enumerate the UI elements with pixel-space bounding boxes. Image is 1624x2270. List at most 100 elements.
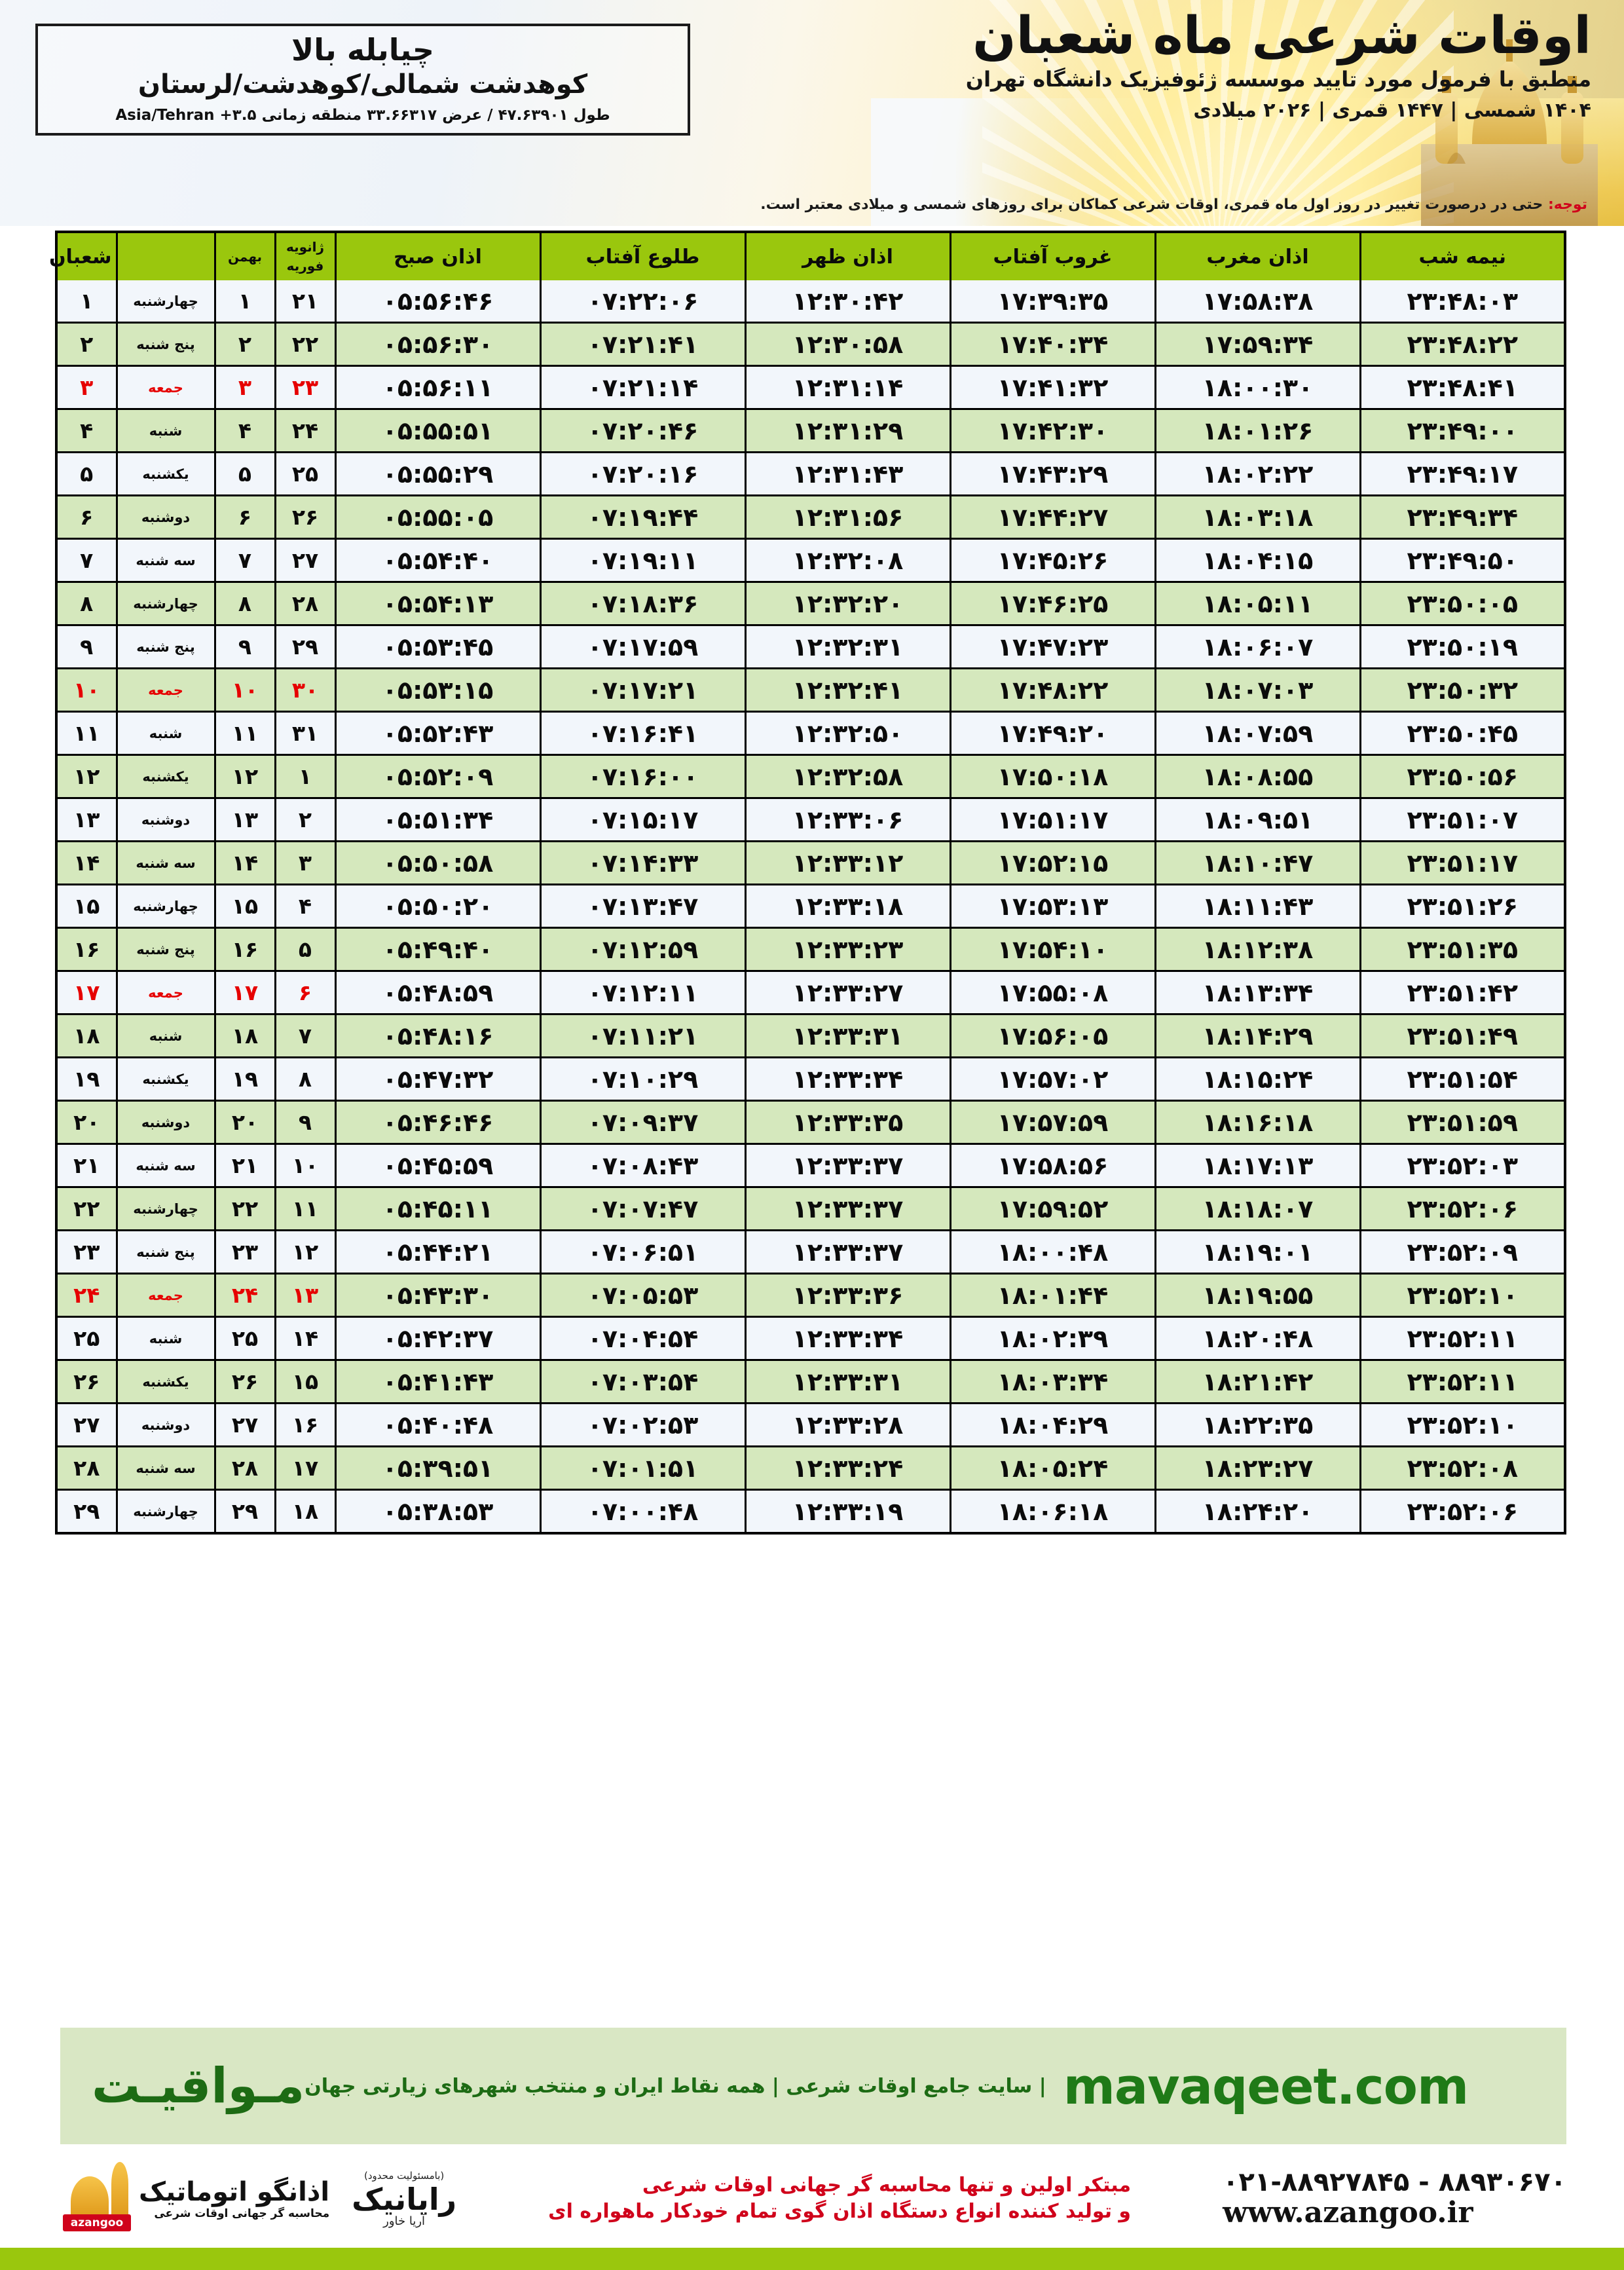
cell-bahman: ۱۷ (213, 970, 275, 1014)
azangoo-dome-icon (71, 2176, 109, 2217)
cell-sunrise: ۰۷:۰۹:۳۷ (539, 1100, 745, 1144)
cell-fajr: ۰۵:۵۳:۴۵ (334, 624, 540, 669)
cell-shaban-day: ۲۱ (56, 1143, 117, 1187)
table-row: ۲۳:۵۲:۱۰ ۱۸:۲۲:۳۵ ۱۸:۰۴:۲۹ ۱۲:۳۳:۲۸ ۰۷:۰۲:۵۳… (56, 1402, 1565, 1447)
cell-gregorian: ۱۱ (274, 1186, 335, 1231)
cell-fajr: ۰۵:۵۳:۱۵ (334, 667, 540, 712)
cell-maghrib: ۱۸:۱۵:۲۴ (1154, 1056, 1360, 1101)
cell-midnight: ۲۳:۵۲:۱۰ (1359, 1402, 1565, 1447)
calendar-years: ۱۴۰۴ شمسی | ۱۴۴۷ قمری | ۲۰۲۶ میلادی (1193, 99, 1591, 122)
cell-dhuhr: ۱۲:۳۱:۱۴ (744, 365, 950, 409)
cell-midnight: ۲۳:۵۲:۱۱ (1359, 1316, 1565, 1360)
cell-sunrise: ۰۷:۱۹:۱۱ (539, 538, 745, 582)
cell-bahman: ۱۹ (213, 1056, 275, 1101)
cell-gregorian: ۹ (274, 1100, 335, 1144)
cell-sunset: ۱۷:۵۷:۵۹ (949, 1100, 1155, 1144)
cell-sunrise: ۰۷:۱۲:۱۱ (539, 970, 745, 1014)
contact-url[interactable]: www.azangoo.ir (1223, 2196, 1473, 2230)
bottom-bar: ۰۲۱-۸۸۹۲۷۸۴۵ - ۸۸۹۳۰۶۷۰ www.azangoo.ir م… (60, 2156, 1566, 2241)
cell-dhuhr: ۱۲:۳۳:۲۳ (744, 927, 950, 971)
cell-sunrise: ۰۷:۰۷:۴۷ (539, 1186, 745, 1231)
cell-weekday: یکشنبه (115, 1056, 215, 1101)
cell-sunset: ۱۷:۴۰:۳۴ (949, 322, 1155, 366)
contact-block: ۰۲۱-۸۸۹۲۷۸۴۵ - ۸۸۹۳۰۶۷۰ www.azangoo.ir (1223, 2168, 1566, 2229)
cell-sunrise: ۰۷:۰۴:۵۴ (539, 1316, 745, 1360)
cell-weekday: دوشنبه (115, 797, 215, 842)
cell-weekday: شنبه (115, 1316, 215, 1360)
cell-dhuhr: ۱۲:۳۲:۵۰ (744, 711, 950, 755)
promo-website[interactable]: mavaqeet.com (1063, 2056, 1469, 2115)
cell-midnight: ۲۳:۵۱:۵۹ (1359, 1100, 1565, 1144)
cell-sunset: ۱۸:۰۰:۴۸ (949, 1229, 1155, 1274)
cell-weekday: سه شنبه (115, 1143, 215, 1187)
cell-bahman: ۲۶ (213, 1359, 275, 1404)
cell-sunset: ۱۷:۵۴:۱۰ (949, 927, 1155, 971)
cell-sunset: ۱۸:۰۲:۳۹ (949, 1316, 1155, 1360)
cell-bahman: ۲۵ (213, 1316, 275, 1360)
table-row: ۲۳:۴۸:۲۲ ۱۷:۵۹:۳۴ ۱۷:۴۰:۳۴ ۱۲:۳۰:۵۸ ۰۷:۲۱:۴۱… (56, 322, 1565, 366)
cell-midnight: ۲۳:۵۲:۱۰ (1359, 1273, 1565, 1317)
cell-shaban-day: ۱۹ (56, 1056, 117, 1101)
cell-maghrib: ۱۸:۰۴:۱۵ (1154, 538, 1360, 582)
cell-sunset: ۱۷:۴۴:۲۷ (949, 494, 1155, 539)
cell-sunset: ۱۷:۴۸:۲۲ (949, 667, 1155, 712)
cell-sunset: ۱۷:۴۱:۳۲ (949, 365, 1155, 409)
table-row: ۲۳:۵۲:۰۸ ۱۸:۲۳:۲۷ ۱۸:۰۵:۲۴ ۱۲:۳۳:۲۴ ۰۷:۰۱:۵۱… (56, 1445, 1565, 1490)
cell-gregorian: ۲۹ (274, 624, 335, 669)
cell-midnight: ۲۳:۵۱:۵۴ (1359, 1056, 1565, 1101)
cell-shaban-day: ۲۶ (56, 1359, 117, 1404)
cell-shaban-day: ۲۳ (56, 1229, 117, 1274)
table-row: ۲۳:۵۱:۵۹ ۱۸:۱۶:۱۸ ۱۷:۵۷:۵۹ ۱۲:۳۳:۳۵ ۰۷:۰۹:۳۷… (56, 1100, 1565, 1144)
cell-weekday: یکشنبه (115, 1359, 215, 1404)
cell-maghrib: ۱۸:۱۹:۵۵ (1154, 1273, 1360, 1317)
cell-shaban-day: ۱ (56, 280, 117, 323)
cell-dhuhr: ۱۲:۳۲:۵۸ (744, 754, 950, 798)
cell-fajr: ۰۵:۵۴:۱۳ (334, 581, 540, 625)
cell-maghrib: ۱۸:۰۵:۱۱ (1154, 581, 1360, 625)
cell-midnight: ۲۳:۵۲:۰۹ (1359, 1229, 1565, 1274)
table-row: ۲۳:۵۲:۰۹ ۱۸:۱۹:۰۱ ۱۸:۰۰:۴۸ ۱۲:۳۳:۳۷ ۰۷:۰۶:۵۱… (56, 1229, 1565, 1274)
cell-weekday: سه شنبه (115, 840, 215, 885)
table-row: ۲۳:۴۹:۳۴ ۱۸:۰۳:۱۸ ۱۷:۴۴:۲۷ ۱۲:۳۱:۵۶ ۰۷:۱۹:۴۴… (56, 494, 1565, 539)
cell-sunrise: ۰۷:۲۰:۱۶ (539, 451, 745, 496)
cell-maghrib: ۱۸:۰۶:۰۷ (1154, 624, 1360, 669)
cell-dhuhr: ۱۲:۳۳:۳۷ (744, 1186, 950, 1231)
cell-midnight: ۲۳:۴۸:۰۳ (1359, 280, 1565, 323)
cell-shaban-day: ۶ (56, 494, 117, 539)
table-row: ۲۳:۵۱:۴۲ ۱۸:۱۳:۳۴ ۱۷:۵۵:۰۸ ۱۲:۳۳:۲۷ ۰۷:۱۲:۱۱… (56, 970, 1565, 1014)
cell-gregorian: ۲۲ (274, 322, 335, 366)
cell-gregorian: ۱۶ (274, 1402, 335, 1447)
cell-midnight: ۲۳:۵۱:۴۲ (1359, 970, 1565, 1014)
cell-gregorian: ۱۰ (274, 1143, 335, 1187)
cell-gregorian: ۲۱ (274, 280, 335, 323)
cell-midnight: ۲۳:۵۲:۰۸ (1359, 1445, 1565, 1490)
cell-fajr: ۰۵:۴۴:۲۱ (334, 1229, 540, 1274)
cell-midnight: ۲۳:۵۱:۴۹ (1359, 1013, 1565, 1058)
cell-maghrib: ۱۸:۰۹:۵۱ (1154, 797, 1360, 842)
azangoo-logo-text: اذانگو اتوماتیک محاسبه گر جهانی اوقات شر… (139, 2177, 330, 2220)
cell-fajr: ۰۵:۴۱:۴۳ (334, 1359, 540, 1404)
cell-midnight: ۲۳:۵۱:۱۷ (1359, 840, 1565, 885)
cell-dhuhr: ۱۲:۳۰:۵۸ (744, 322, 950, 366)
cell-shaban-day: ۴ (56, 408, 117, 453)
cell-bahman: ۱۲ (213, 754, 275, 798)
cell-sunset: ۱۷:۵۹:۵۲ (949, 1186, 1155, 1231)
cell-gregorian: ۳ (274, 840, 335, 885)
cell-shaban-day: ۸ (56, 581, 117, 625)
cell-maghrib: ۱۸:۲۲:۳۵ (1154, 1402, 1360, 1447)
cell-shaban-day: ۲۵ (56, 1316, 117, 1360)
cell-sunrise: ۰۷:۰۰:۴۸ (539, 1489, 745, 1533)
company-description-line2: و تولید کننده انواع دستگاه اذان گوی تمام… (548, 2200, 1132, 2223)
cell-sunset: ۱۷:۵۲:۱۵ (949, 840, 1155, 885)
cell-fajr: ۰۵:۴۹:۴۰ (334, 927, 540, 971)
cell-sunset: ۱۷:۴۶:۲۵ (949, 581, 1155, 625)
cell-weekday: جمعه (115, 1273, 215, 1317)
cell-sunset: ۱۷:۴۹:۲۰ (949, 711, 1155, 755)
cell-maghrib: ۱۷:۵۸:۳۸ (1154, 280, 1360, 323)
cell-weekday: پنج شنبه (115, 624, 215, 669)
cell-fajr: ۰۵:۴۶:۴۶ (334, 1100, 540, 1144)
header-fajr: اذان صبح (334, 232, 540, 280)
cell-dhuhr: ۱۲:۳۳:۱۹ (744, 1489, 950, 1533)
cell-bahman: ۱ (213, 280, 275, 323)
cell-fajr: ۰۵:۵۲:۰۹ (334, 754, 540, 798)
